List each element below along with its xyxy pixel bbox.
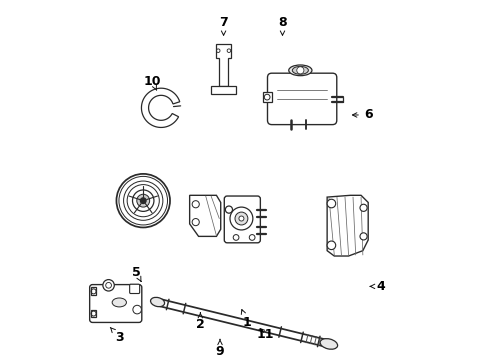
Circle shape	[132, 190, 154, 211]
Polygon shape	[327, 195, 368, 256]
Circle shape	[117, 174, 170, 228]
Polygon shape	[211, 86, 236, 94]
Ellipse shape	[112, 298, 126, 307]
Text: 4: 4	[370, 280, 385, 293]
Polygon shape	[91, 287, 96, 295]
Circle shape	[133, 305, 142, 314]
Text: 10: 10	[144, 75, 161, 90]
Text: 2: 2	[196, 313, 205, 332]
Text: 11: 11	[257, 328, 274, 341]
Text: 1: 1	[241, 310, 251, 329]
Circle shape	[140, 198, 146, 203]
Circle shape	[235, 212, 248, 225]
FancyBboxPatch shape	[268, 73, 337, 125]
Circle shape	[360, 233, 367, 240]
Ellipse shape	[150, 297, 165, 307]
Text: 9: 9	[216, 339, 224, 358]
Circle shape	[297, 67, 304, 74]
Circle shape	[239, 216, 244, 221]
Polygon shape	[216, 44, 231, 86]
Polygon shape	[91, 310, 96, 318]
Ellipse shape	[293, 66, 308, 74]
Text: 3: 3	[110, 327, 123, 343]
Circle shape	[103, 280, 114, 291]
Polygon shape	[263, 92, 272, 103]
Polygon shape	[158, 299, 328, 347]
Ellipse shape	[289, 65, 312, 76]
Circle shape	[327, 241, 336, 249]
Circle shape	[360, 204, 367, 211]
Text: 8: 8	[278, 15, 287, 35]
Polygon shape	[190, 195, 220, 237]
FancyBboxPatch shape	[224, 196, 260, 243]
Text: 6: 6	[352, 108, 372, 121]
Circle shape	[230, 207, 253, 230]
Polygon shape	[142, 88, 180, 127]
FancyBboxPatch shape	[90, 285, 142, 323]
Text: 5: 5	[132, 266, 141, 282]
FancyBboxPatch shape	[130, 284, 140, 293]
Circle shape	[137, 194, 149, 207]
Circle shape	[327, 199, 336, 208]
Ellipse shape	[320, 339, 338, 349]
Text: 7: 7	[219, 15, 228, 35]
